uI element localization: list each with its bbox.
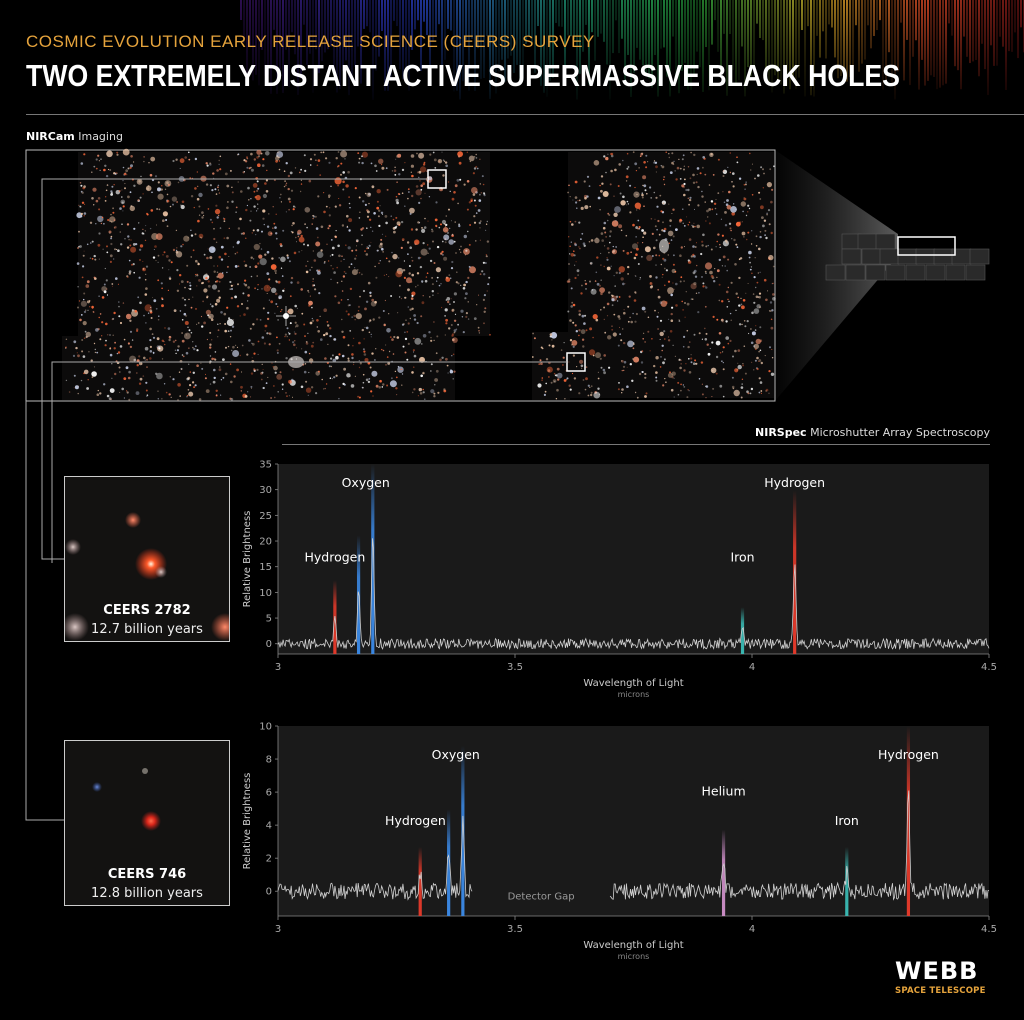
spectrum-trace bbox=[277, 538, 990, 651]
thumbnail-ceers-746: CEERS 746 12.8 billion years bbox=[64, 740, 230, 906]
y-tick-label: 30 bbox=[259, 485, 272, 496]
spectrum-trace bbox=[609, 790, 990, 901]
emission-line-oxygen bbox=[461, 745, 465, 916]
header-divider bbox=[26, 114, 1024, 115]
object-age: 12.8 billion years bbox=[91, 886, 203, 901]
galaxy-image-2782 bbox=[65, 512, 229, 641]
survey-highlight-box bbox=[897, 236, 956, 256]
element-label-oxygen: Oxygen bbox=[342, 475, 390, 490]
logo-wordmark: WEBB bbox=[895, 957, 979, 985]
survey-subtitle: COSMIC EVOLUTION EARLY RELEASE SCIENCE (… bbox=[26, 32, 595, 51]
y-tick-label: 35 bbox=[259, 460, 272, 471]
spectrum-decoration bbox=[0, 0, 1024, 114]
emission-line-oxygen bbox=[447, 809, 451, 916]
thumbnail-ceers-2782: CEERS 2782 12.7 billion years bbox=[64, 476, 230, 642]
nircam-mode: Imaging bbox=[78, 130, 123, 143]
object-name: CEERS 746 bbox=[107, 867, 187, 882]
y-axis: 0 2 4 6 8 10 bbox=[259, 722, 279, 916]
x-tick-label: 3.5 bbox=[507, 662, 523, 673]
x-axis-unit: microns bbox=[618, 690, 650, 699]
x-axis-unit: microns bbox=[618, 952, 650, 961]
nirspec-label: NIRSpec Microshutter Array Spectroscopy bbox=[755, 426, 990, 439]
element-label-hydrogen: Hydrogen bbox=[304, 550, 365, 565]
detector-gap-label: Detector Gap bbox=[508, 891, 575, 902]
logo-subtitle: SPACE TELESCOPE bbox=[895, 986, 986, 996]
emission-line-iron bbox=[845, 847, 849, 916]
y-axis: 0 5 10 15 20 25 30 35 bbox=[259, 460, 279, 654]
emission-line-hydrogen bbox=[906, 726, 911, 916]
object-name: CEERS 2782 bbox=[103, 603, 191, 618]
header: COSMIC EVOLUTION EARLY RELEASE SCIENCE (… bbox=[0, 0, 1024, 114]
y-tick-label: 5 bbox=[266, 614, 272, 625]
y-tick-label: 10 bbox=[259, 722, 272, 733]
element-label-hydrogen: Hydrogen bbox=[764, 475, 825, 490]
y-tick-label: 15 bbox=[259, 562, 272, 573]
galaxy-image-746 bbox=[92, 768, 161, 831]
leader-line-2782 bbox=[41, 178, 428, 560]
element-label-helium: Helium bbox=[701, 783, 745, 798]
y-tick-label: 8 bbox=[266, 755, 272, 766]
y-axis-label: Relative Brightness bbox=[242, 773, 253, 870]
element-label-hydrogen: Hydrogen bbox=[385, 813, 446, 828]
nircam-label: NIRCam Imaging bbox=[26, 130, 123, 143]
y-tick-label: 0 bbox=[266, 887, 272, 898]
nirspec-mode: Microshutter Array Spectroscopy bbox=[810, 426, 990, 439]
nirspec-divider bbox=[282, 444, 990, 445]
element-label-oxygen: Oxygen bbox=[432, 747, 480, 762]
plot-area bbox=[278, 464, 989, 654]
y-tick-label: 25 bbox=[259, 511, 272, 522]
y-tick-label: 6 bbox=[266, 788, 272, 799]
nirspec-instrument: NIRSpec bbox=[755, 426, 807, 439]
emission-line-iron bbox=[740, 607, 745, 654]
spectrum-trace bbox=[277, 815, 473, 901]
plot-area bbox=[278, 726, 989, 916]
x-tick-label: 4 bbox=[749, 662, 755, 673]
x-tick-label: 4 bbox=[749, 924, 755, 935]
page-title: TWO EXTREMELY DISTANT ACTIVE SUPERMASSIV… bbox=[26, 58, 900, 93]
leader-line-746 bbox=[25, 401, 64, 821]
emission-line-hydrogen bbox=[418, 847, 422, 916]
x-tick-label: 4.5 bbox=[981, 662, 997, 673]
y-axis-label: Relative Brightness bbox=[242, 511, 253, 608]
y-tick-label: 2 bbox=[266, 854, 272, 865]
x-tick-label: 4.5 bbox=[981, 924, 997, 935]
element-label-iron: Iron bbox=[730, 550, 754, 565]
object-age: 12.7 billion years bbox=[91, 622, 203, 637]
emission-line-oxygen bbox=[371, 464, 375, 654]
x-tick-label: 3.5 bbox=[507, 924, 523, 935]
x-tick-label: 3 bbox=[275, 924, 281, 935]
x-axis-label: Wavelength of Light bbox=[583, 678, 683, 689]
x-tick-label: 3 bbox=[275, 662, 281, 673]
element-label-hydrogen: Hydrogen bbox=[878, 747, 939, 762]
y-tick-label: 10 bbox=[259, 588, 272, 599]
webb-logo: WEBB SPACE TELESCOPE bbox=[895, 958, 1000, 996]
y-tick-label: 0 bbox=[266, 639, 272, 650]
nircam-instrument: NIRCam bbox=[26, 130, 75, 143]
nircam-field-image bbox=[25, 148, 990, 821]
element-label-iron: Iron bbox=[835, 813, 859, 828]
y-tick-label: 4 bbox=[266, 821, 272, 832]
y-tick-label: 20 bbox=[259, 537, 272, 548]
x-axis-label: Wavelength of Light bbox=[583, 940, 683, 951]
emission-line-helium bbox=[721, 829, 726, 916]
